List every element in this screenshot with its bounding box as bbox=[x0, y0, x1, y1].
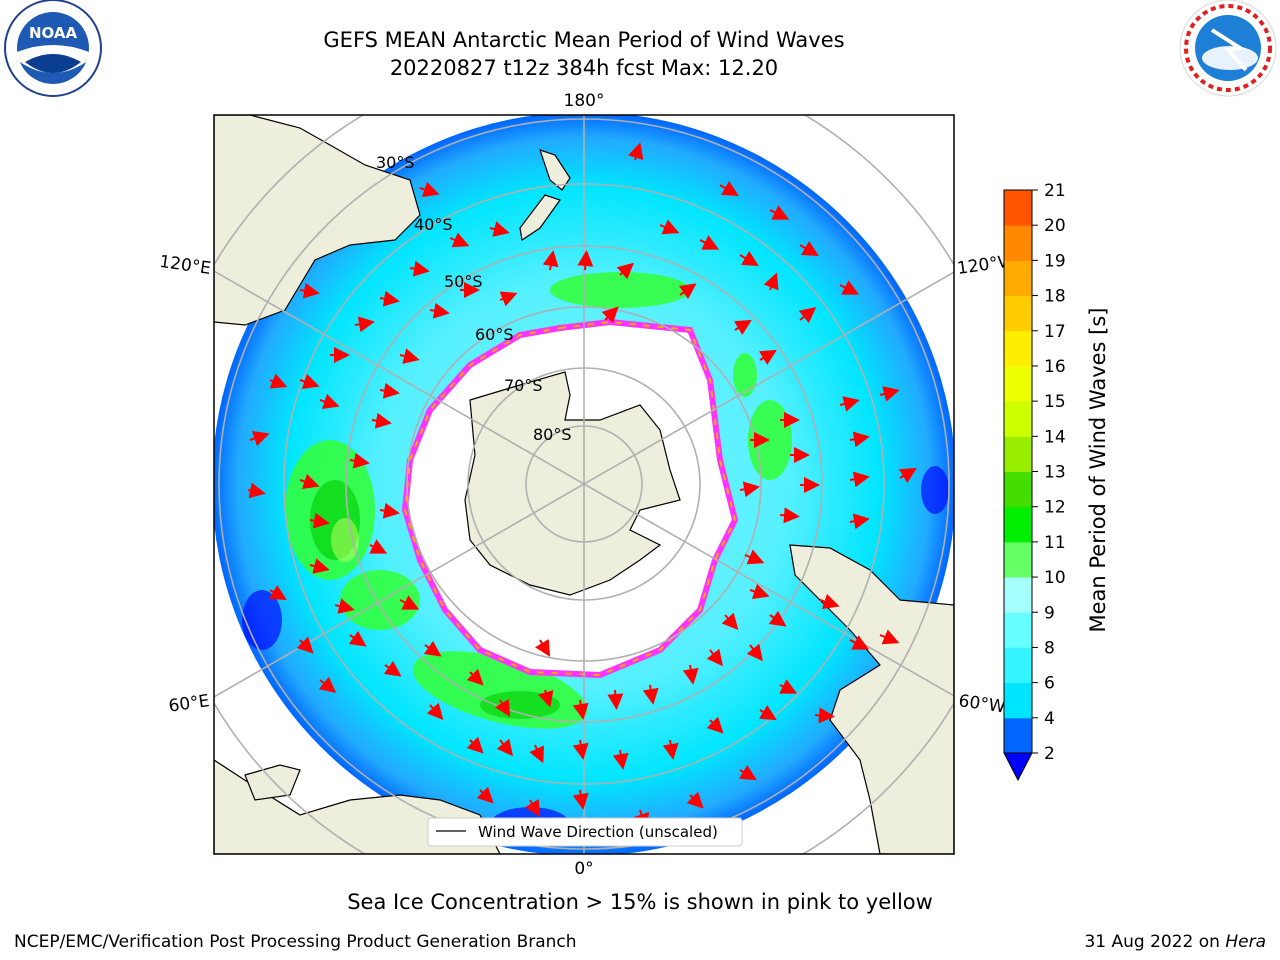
colorbar-band bbox=[1004, 717, 1032, 754]
colorbar-tick-label: 13 bbox=[1044, 463, 1066, 483]
map-frame bbox=[213, 114, 955, 855]
colorbar-tick-label: 20 bbox=[1044, 216, 1066, 236]
wind-wave-arrows bbox=[247, 142, 917, 830]
colorbar-tick-label: 11 bbox=[1044, 533, 1066, 553]
lat-label-50s: 50°S bbox=[444, 272, 483, 291]
lat-label-80s: 80°S bbox=[533, 425, 572, 444]
noaa-logo-icon: NOAA bbox=[4, 0, 102, 97]
colorbar-under-triangle bbox=[1003, 752, 1033, 782]
graticule bbox=[214, 115, 954, 854]
lat-label-70s: 70°S bbox=[504, 376, 543, 395]
colorbar-band bbox=[1004, 541, 1032, 578]
colorbar-tick-label: 12 bbox=[1044, 498, 1066, 518]
colorbar-tick-label: 17 bbox=[1044, 322, 1066, 342]
colorbar-band bbox=[1004, 295, 1032, 332]
colorbar-tick-label: 4 bbox=[1044, 709, 1055, 729]
colorbar: 2 4 6 8 9 10 11 12 13 14 15 16 17 18 19 20 21 bbox=[1003, 181, 1066, 782]
footer-machine: Hera bbox=[1225, 932, 1266, 952]
colorbar-band bbox=[1004, 612, 1032, 648]
colorbar-band bbox=[1004, 225, 1032, 261]
lat-label-40s: 40°S bbox=[414, 215, 453, 234]
colorbar-band bbox=[1004, 647, 1032, 684]
noaa-logo-text: NOAA bbox=[29, 24, 78, 42]
colorbar-band bbox=[1004, 506, 1032, 543]
lat-label-30s: 30°S bbox=[376, 153, 415, 172]
colorbar-tick-label: 19 bbox=[1044, 251, 1066, 271]
lat-label-60s: 60°S bbox=[475, 325, 514, 344]
colorbar-band bbox=[1004, 682, 1032, 719]
lon-label-bottom: 0° bbox=[574, 859, 593, 879]
colorbar-tick-label: 14 bbox=[1044, 427, 1066, 447]
map-legend bbox=[427, 817, 743, 847]
colorbar-tick-label: 2 bbox=[1044, 744, 1055, 764]
map-title: GEFS MEAN Antarctic Mean Period of Wind … bbox=[323, 28, 845, 52]
colorbar-tick-label: 18 bbox=[1044, 287, 1066, 307]
antarctica-landmass bbox=[464, 371, 681, 596]
map-subtitle: 20220827 t12z 384h fcst Max: 12.20 bbox=[389, 56, 779, 80]
lon-label-top: 180° bbox=[564, 91, 605, 111]
colorbar-band bbox=[1004, 401, 1032, 437]
footer-date: 31 Aug 2022 on Hera bbox=[1084, 932, 1266, 952]
colorbar-tick-label: 10 bbox=[1044, 568, 1066, 588]
colorbar-tick-label: 9 bbox=[1044, 603, 1055, 623]
footer-credit: NCEP/EMC/Verification Post Processing Pr… bbox=[14, 932, 577, 952]
colorbar-tick-label: 8 bbox=[1044, 638, 1055, 658]
colorbar-label: Mean Period of Wind Waves [s] bbox=[1086, 308, 1110, 633]
footer-date-text: 31 Aug 2022 on bbox=[1084, 932, 1226, 952]
colorbar-band bbox=[1004, 190, 1032, 226]
colorbar-tick-label: 15 bbox=[1044, 392, 1066, 412]
colorbar-band bbox=[1004, 260, 1032, 297]
colorbar-band bbox=[1004, 330, 1032, 367]
continents bbox=[214, 115, 954, 854]
nws-logo-icon bbox=[1179, 0, 1277, 97]
colorbar-band bbox=[1004, 365, 1032, 402]
lon-label-lower-left: 60°E bbox=[167, 691, 210, 716]
colorbar-tick-label: 21 bbox=[1044, 181, 1066, 201]
sea-ice-caption: Sea Ice Concentration > 15% is shown in … bbox=[347, 890, 933, 914]
colorbar-tick-label: 6 bbox=[1044, 674, 1055, 694]
colorbar-band bbox=[1004, 471, 1032, 508]
colorbar-band bbox=[1004, 577, 1032, 613]
colorbar-tick-label: 16 bbox=[1044, 357, 1066, 377]
lon-label-lower-right: 60°W bbox=[957, 691, 1006, 717]
legend-label: Wind Wave Direction (unscaled) bbox=[478, 823, 718, 841]
colorbar-band bbox=[1004, 436, 1032, 472]
lon-label-upper-left: 120°E bbox=[158, 252, 212, 279]
